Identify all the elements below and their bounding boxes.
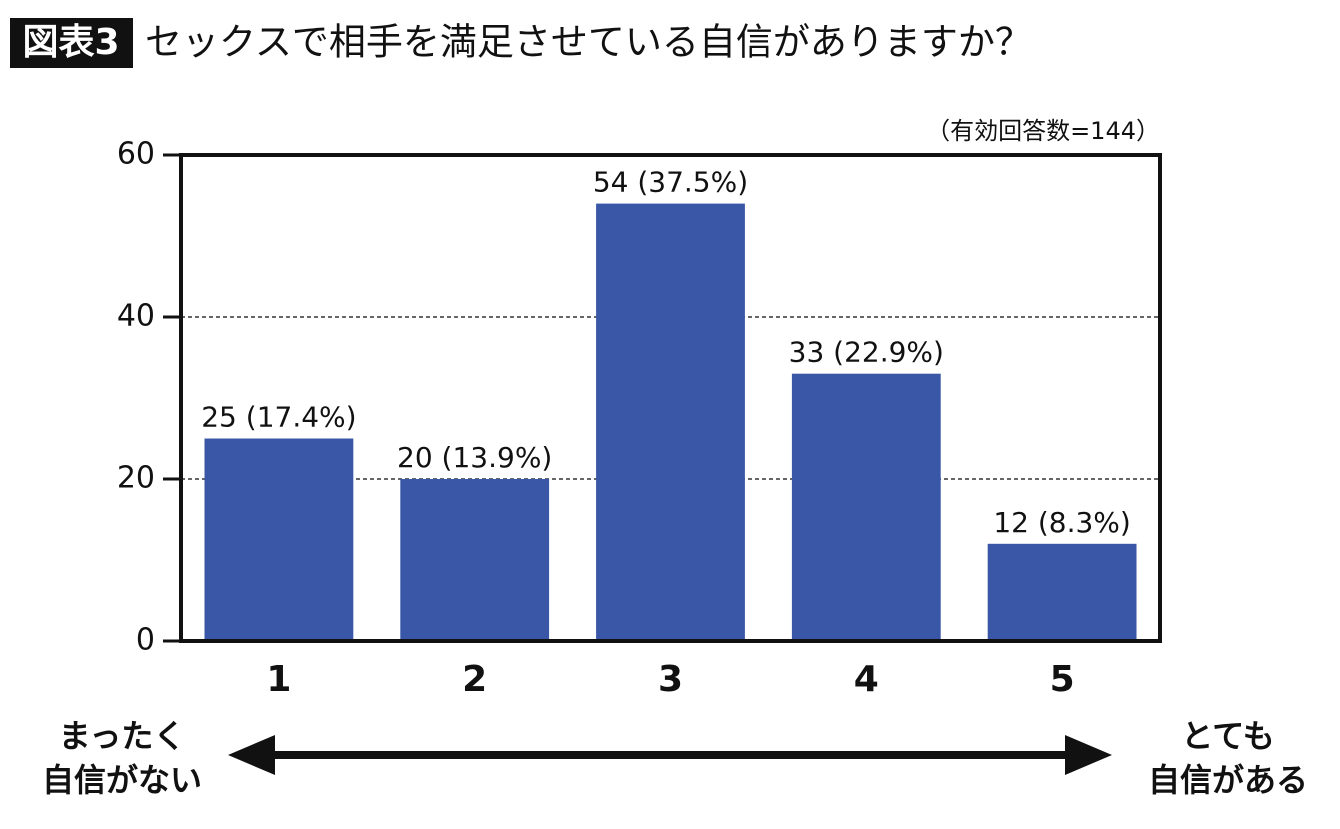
bar — [987, 543, 1137, 641]
scale-left-label: 自信がない — [42, 761, 202, 799]
x-tick-label: 3 — [658, 659, 683, 700]
chart-title: セックスで相手を満足させている自信がありますか？ — [145, 21, 1032, 64]
bar — [791, 373, 941, 641]
plot: 0 20 40 60 1 25 (17.4%) 2 20 (13.9%) 3 54 (37.5%)… — [117, 137, 1160, 700]
badge-box — [10, 18, 133, 68]
bar — [204, 438, 354, 641]
scale-right-label: 自信がある — [1148, 761, 1308, 799]
scale-right-label: とても — [1181, 717, 1274, 755]
y-tick-label: 60 — [117, 137, 155, 172]
value-label: 54 (37.5%) — [593, 166, 748, 199]
y-tick-label: 20 — [117, 461, 155, 496]
plot-frame — [179, 153, 1162, 643]
y-tick-label: 0 — [136, 623, 155, 658]
scale-left-label: まったく — [59, 717, 186, 755]
value-label: 25 (17.4%) — [201, 401, 356, 434]
x-tick-label: 4 — [854, 659, 879, 700]
x-tick-label: 5 — [1050, 659, 1075, 700]
y-tick-label: 40 — [117, 299, 155, 334]
bar — [596, 203, 745, 641]
scale-arrow — [228, 735, 1112, 775]
badge: 図表3 — [22, 22, 119, 63]
value-label: 20 (13.9%) — [397, 441, 552, 474]
bar — [400, 479, 550, 641]
x-tick-label: 2 — [462, 659, 487, 700]
x-tick-label: 1 — [266, 659, 291, 700]
value-label: 12 (8.3%) — [993, 506, 1131, 539]
value-label: 33 (22.9%) — [789, 336, 944, 369]
note: （有効回答数=144） — [926, 117, 1160, 145]
